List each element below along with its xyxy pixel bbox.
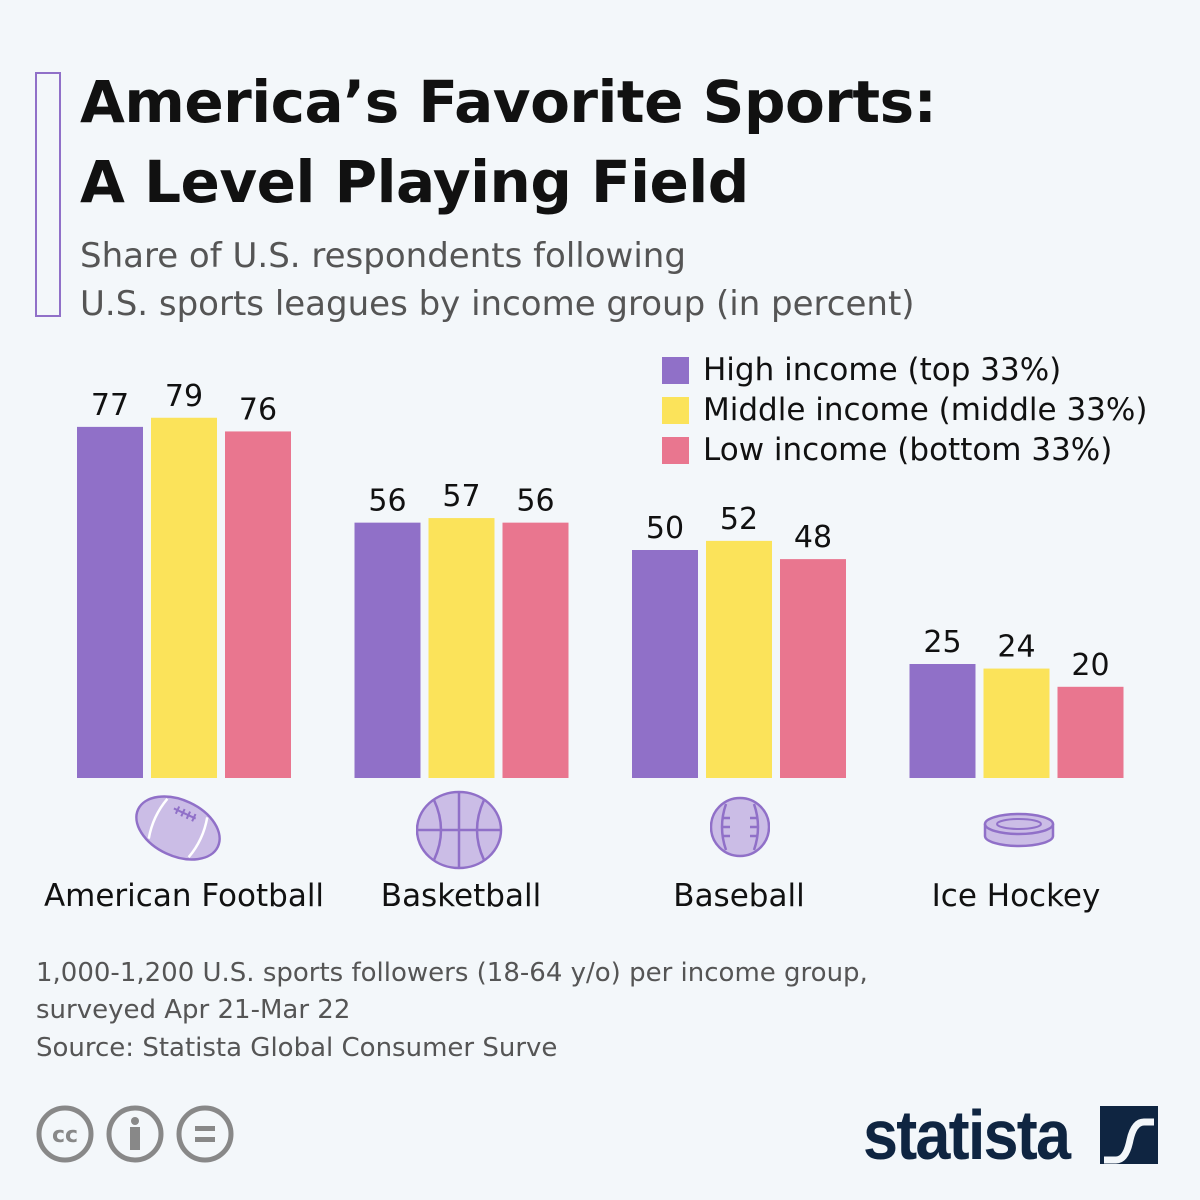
data-label: 52: [720, 502, 758, 537]
bar: [225, 431, 291, 778]
bar: [354, 522, 421, 778]
no-derivatives-icon[interactable]: [176, 1105, 234, 1163]
legend-item-middle: Middle income (middle 33%): [662, 390, 1147, 430]
data-label: 25: [923, 625, 961, 660]
creative-commons-icon[interactable]: cc: [36, 1105, 94, 1163]
legend-swatch: [662, 396, 689, 424]
hockey-puck-icon: [983, 812, 1055, 848]
subtitle-line-1: Share of U.S. respondents following: [80, 236, 686, 276]
category-label: Basketball: [380, 878, 542, 914]
survey-note: 1,000-1,200 U.S. sports followers (18-64…: [36, 955, 868, 1029]
svg-text:cc: cc: [52, 1123, 78, 1148]
data-label: 79: [165, 379, 203, 414]
data-label: 50: [646, 511, 684, 546]
bar: [780, 559, 846, 778]
bar: [77, 426, 143, 778]
legend-swatch: [662, 356, 689, 384]
baseball-icon: [710, 796, 770, 858]
source-text: Source: Statista Global Consumer Surve: [36, 1033, 558, 1063]
license-icons: cc: [36, 1105, 234, 1163]
american-football-icon: [135, 795, 221, 861]
bar: [1057, 686, 1124, 778]
data-label: 76: [239, 392, 277, 427]
title-accent-bar: [35, 72, 61, 317]
statista-logo-icon: [1100, 1106, 1159, 1164]
note-line-2: surveyed Apr 21-Mar 22: [36, 995, 351, 1025]
category-label: Ice Hockey: [931, 878, 1101, 914]
data-label: 77: [91, 388, 129, 423]
legend-item-high: High income (top 33%): [662, 350, 1147, 390]
bar: [502, 522, 569, 778]
legend-swatch: [662, 436, 689, 464]
legend-item-low: Low income (bottom 33%): [662, 430, 1147, 470]
subtitle-line-2: U.S. sports leagues by income group (in …: [80, 284, 915, 324]
data-label: 24: [997, 630, 1035, 665]
legend: High income (top 33%) Middle income (mid…: [662, 350, 1147, 470]
note-line-1: 1,000-1,200 U.S. sports followers (18-64…: [36, 958, 868, 988]
bar: [428, 518, 495, 778]
legend-label: High income (top 33%): [703, 352, 1062, 388]
title-line-1: America’s Favorite Sports:: [80, 68, 937, 136]
chart-title: America’s Favorite Sports: A Level Playi…: [80, 62, 937, 222]
attribution-icon[interactable]: [106, 1105, 164, 1163]
data-label: 56: [516, 484, 554, 519]
data-label: 57: [442, 479, 480, 514]
legend-label: Middle income (middle 33%): [703, 392, 1148, 428]
logo-wordmark: statista: [863, 1096, 1071, 1174]
data-label: 56: [368, 484, 406, 519]
basketball-icon: [416, 790, 503, 870]
bar: [983, 668, 1050, 778]
data-label: 48: [794, 520, 832, 555]
title-line-2: A Level Playing Field: [80, 148, 749, 216]
category-label: American Football: [43, 878, 325, 914]
statista-logo[interactable]: statista: [863, 1095, 1159, 1175]
chart-subtitle: Share of U.S. respondents following U.S.…: [80, 232, 915, 328]
bar: [632, 550, 698, 778]
bar: [706, 540, 772, 778]
data-label: 20: [1071, 648, 1109, 683]
category-label: Baseball: [673, 878, 805, 914]
bar: [909, 664, 976, 778]
bar: [151, 417, 217, 778]
legend-label: Low income (bottom 33%): [703, 432, 1113, 468]
